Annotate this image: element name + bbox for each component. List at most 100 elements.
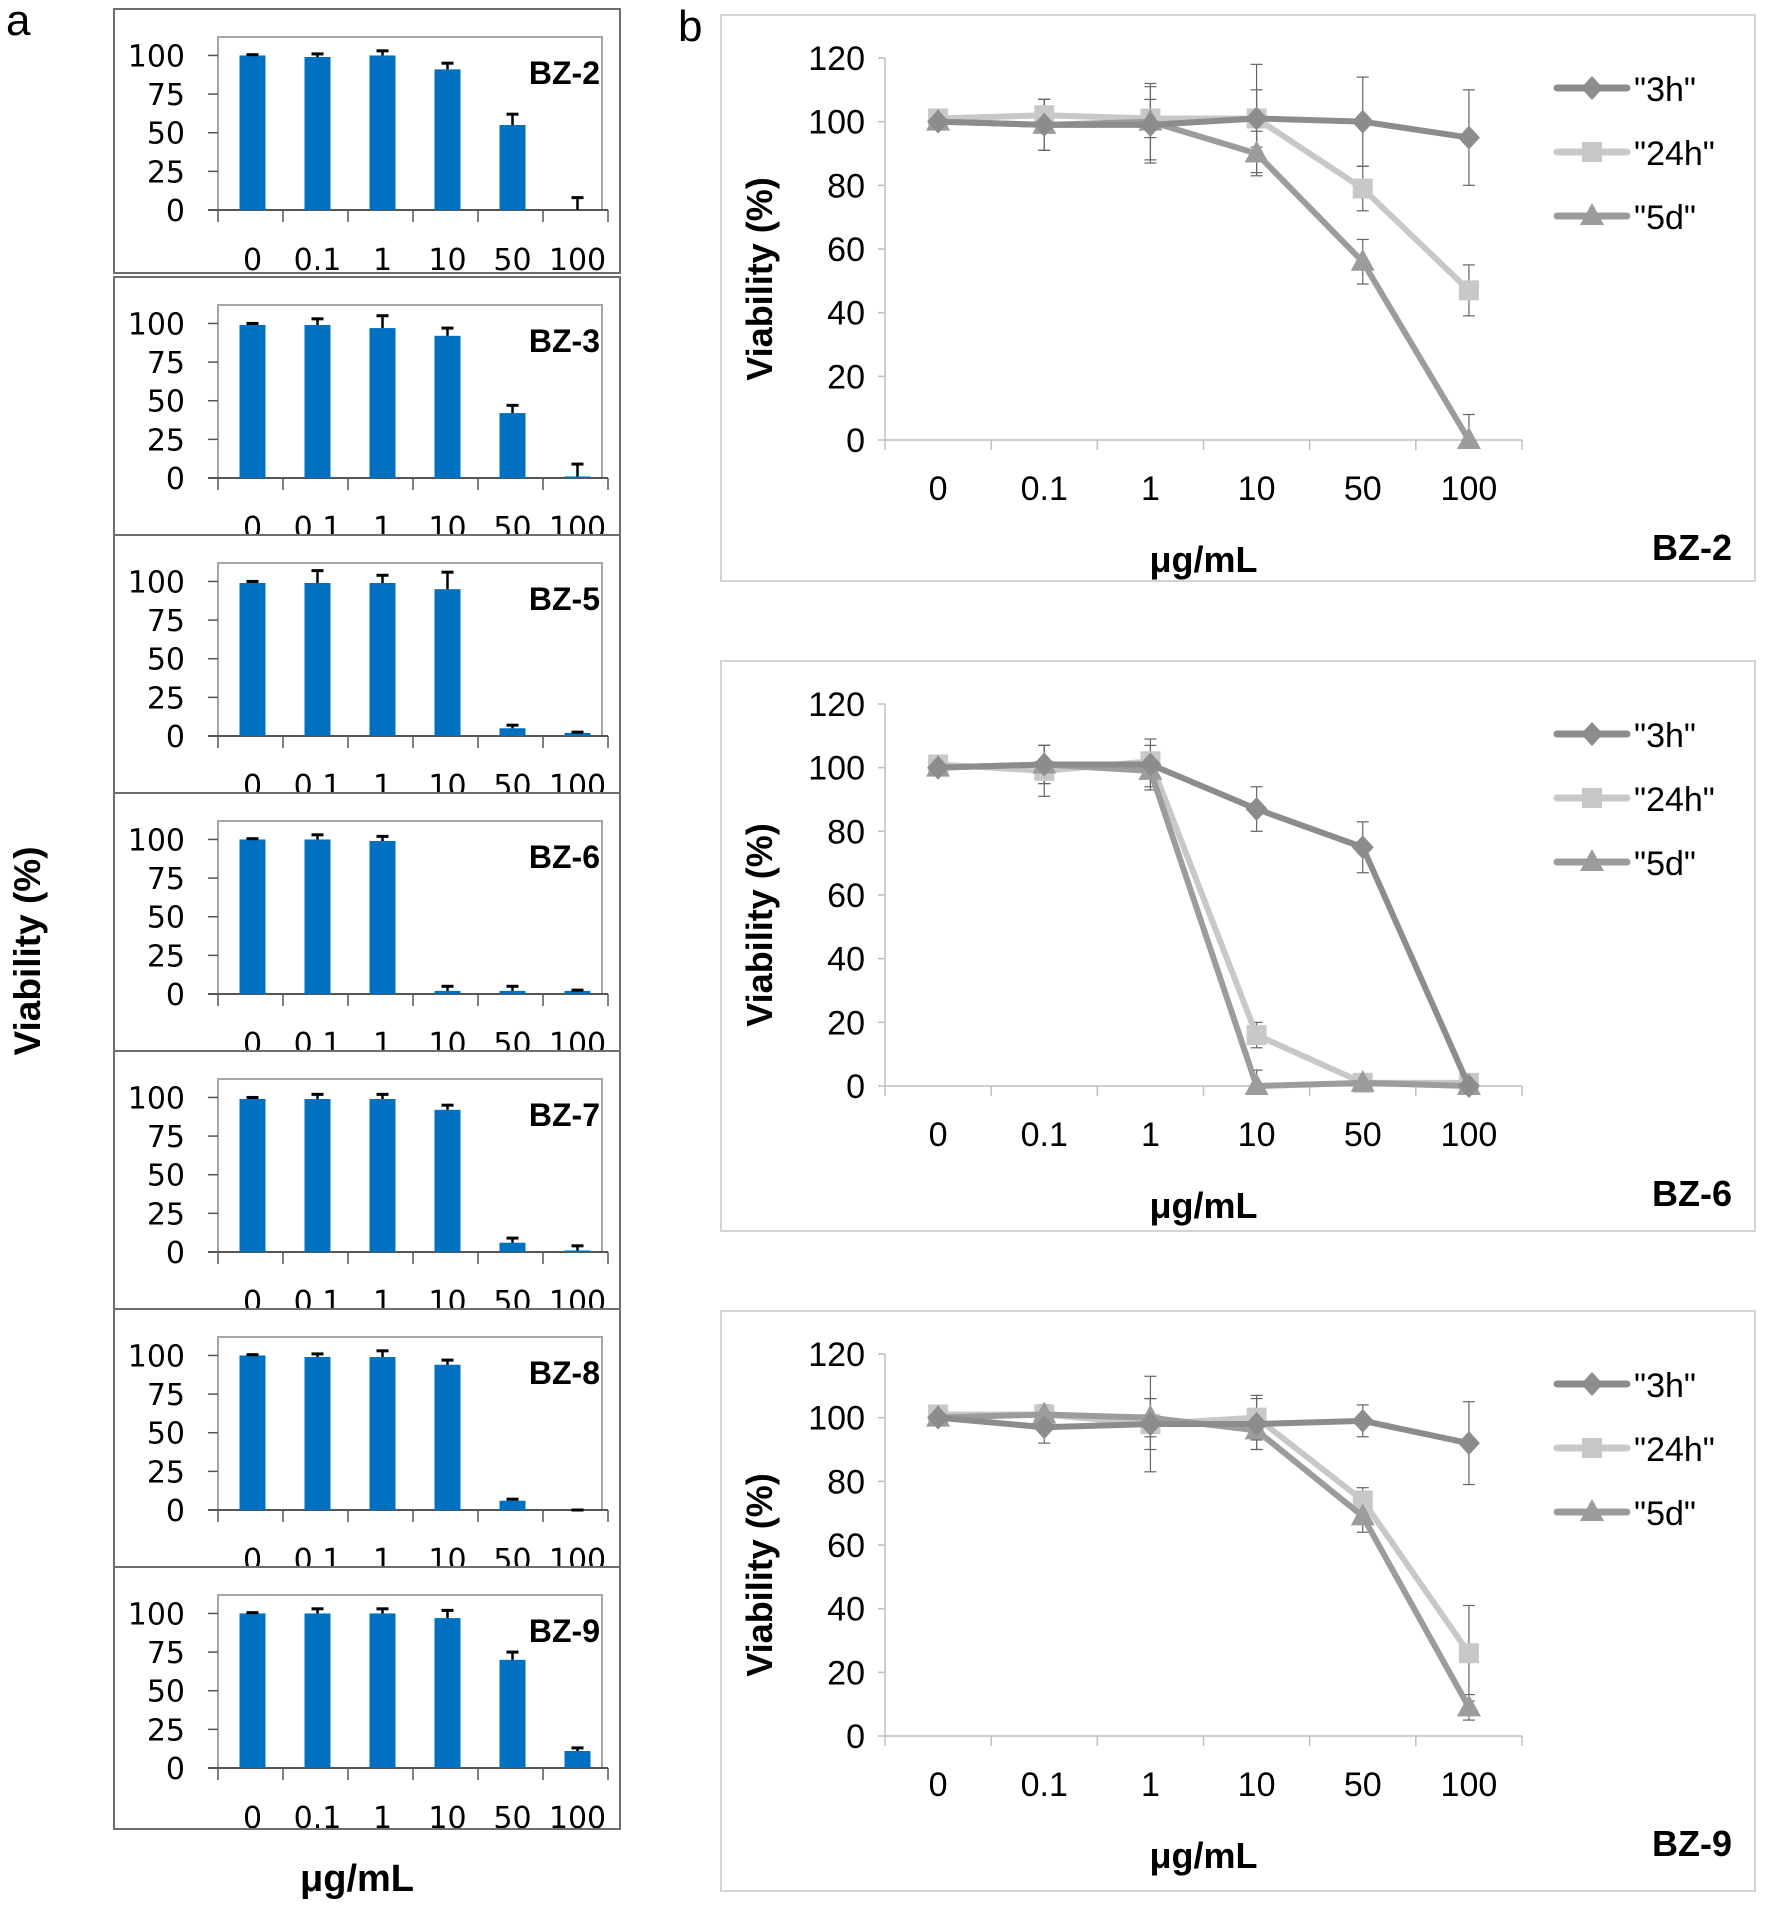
x-tick-label: 50	[493, 1543, 531, 1566]
y-tick-label: 100	[808, 1400, 865, 1438]
series-line-diamond	[937, 1414, 1470, 1447]
bar	[304, 57, 331, 210]
chart-title: BZ-7	[529, 1097, 600, 1133]
bar	[564, 1250, 591, 1252]
bar-chart-bz-2: 0 25 50 75 100 0 0.1 1 10 50 100 BZ-2	[113, 8, 621, 278]
y-tick-label: 0	[166, 720, 185, 755]
x-tick-label: 0	[243, 1801, 262, 1828]
x-tick-label: 50	[1344, 470, 1382, 508]
x-tick-label: 0.1	[294, 511, 342, 534]
legend-item: "24h"	[1553, 781, 1715, 819]
x-tick-label: 0.1	[1021, 1116, 1068, 1154]
y-tick-label: 25	[147, 155, 185, 190]
legend-label: "3h"	[1634, 717, 1696, 755]
marker-diamond	[1139, 752, 1162, 777]
bar	[239, 839, 266, 994]
y-tick-label: 75	[147, 604, 185, 639]
bar	[434, 1364, 461, 1510]
x-axis-label: μg/mL	[1149, 539, 1257, 580]
y-tick-label: 100	[128, 823, 185, 858]
marker-square	[1582, 788, 1602, 808]
bar	[434, 1618, 461, 1768]
chart-title: BZ-9	[1652, 1823, 1732, 1864]
marker-triangle	[1244, 1073, 1269, 1095]
chart-title: BZ-5	[529, 581, 600, 617]
bar	[304, 1357, 331, 1510]
x-tick-label: 0.1	[1021, 470, 1068, 508]
legend-label: "24h"	[1634, 781, 1715, 819]
x-tick-label: 100	[549, 769, 606, 792]
legend-item: "3h"	[1553, 1367, 1696, 1405]
panel-a-label: a	[6, 0, 31, 45]
legend-item: "24h"	[1553, 135, 1715, 173]
y-tick-label: 25	[147, 939, 185, 974]
x-tick-label: 100	[549, 243, 606, 272]
y-tick-label: 120	[808, 1336, 865, 1374]
chart-title: BZ-2	[529, 55, 600, 91]
x-tick-label: 100	[1441, 1116, 1498, 1154]
chart-title: BZ-6	[1652, 1173, 1732, 1214]
marker-diamond	[1351, 1408, 1374, 1433]
bar-chart-bz-6: 0 25 50 75 100 0 0.1 1 10 50 100 BZ-6	[113, 792, 621, 1062]
series-line-triangle	[937, 118, 1472, 442]
bar	[499, 728, 526, 736]
marker-diamond	[1033, 112, 1056, 137]
y-tick-label: 50	[147, 1159, 185, 1194]
bar	[434, 69, 461, 210]
x-tick-label: 10	[428, 511, 466, 534]
y-tick-label: 100	[128, 1081, 185, 1116]
x-tick-label: 1	[373, 1543, 392, 1566]
legend-label: "5d"	[1634, 845, 1696, 883]
x-tick-label: 100	[549, 1543, 606, 1566]
y-tick-label: 25	[147, 1713, 185, 1748]
marker-diamond	[1245, 1412, 1268, 1437]
marker-diamond	[1457, 1074, 1480, 1098]
x-tick-label: 0	[929, 1766, 948, 1804]
bar	[369, 1099, 396, 1252]
marker-triangle	[1032, 1401, 1057, 1424]
x-tick-label: 100	[549, 1285, 606, 1308]
y-tick-label: 25	[147, 423, 185, 458]
x-tick-label: 1	[373, 1285, 392, 1308]
y-tick-label: 100	[128, 1597, 185, 1632]
legend-label: "5d"	[1634, 1495, 1696, 1533]
y-tick-label: 0	[166, 194, 185, 229]
bar	[564, 476, 591, 478]
x-tick-label: 1	[373, 511, 392, 534]
marker-diamond	[1351, 109, 1374, 134]
bar-chart-bz-3: 0 25 50 75 100 0 0.1 1 10 50 100 BZ-3	[113, 276, 621, 546]
bar	[434, 335, 461, 478]
y-tick-label: 75	[147, 346, 185, 381]
series-line-square	[937, 112, 1471, 293]
x-tick-label: 10	[428, 1027, 466, 1050]
series-line-triangle	[937, 761, 1470, 1089]
y-tick-label: 75	[147, 1378, 185, 1413]
marker-triangle	[1350, 248, 1375, 271]
bar	[304, 1099, 331, 1252]
x-tick-label: 1	[1141, 1116, 1160, 1154]
x-tick-label: 0	[243, 243, 262, 272]
x-tick-label: 0.1	[294, 1285, 342, 1308]
y-tick-label: 40	[827, 1591, 865, 1629]
x-tick-label: 100	[549, 1801, 606, 1828]
y-axis-label: Viability (%)	[739, 823, 780, 1026]
line-chart-svg: 0 20 40 60 80 100 120 0 0.1 1 10 50 100 Viability (%)…	[739, 40, 1732, 580]
marker-square	[1352, 178, 1373, 199]
marker-triangle	[1350, 1069, 1375, 1092]
marker-diamond	[1351, 835, 1374, 860]
y-tick-label: 75	[147, 78, 185, 113]
marker-diamond	[1457, 1431, 1480, 1456]
y-tick-label: 40	[827, 295, 865, 333]
bar	[499, 990, 526, 994]
panel-a-x-axis-label: μg/mL	[300, 1858, 415, 1900]
x-tick-label: 0.1	[294, 769, 342, 792]
x-tick-label: 1	[1141, 470, 1160, 508]
x-tick-label: 10	[428, 769, 466, 792]
legend-label: "5d"	[1634, 199, 1696, 237]
y-tick-label: 100	[128, 565, 185, 600]
y-axis-label: Viability (%)	[739, 177, 780, 380]
